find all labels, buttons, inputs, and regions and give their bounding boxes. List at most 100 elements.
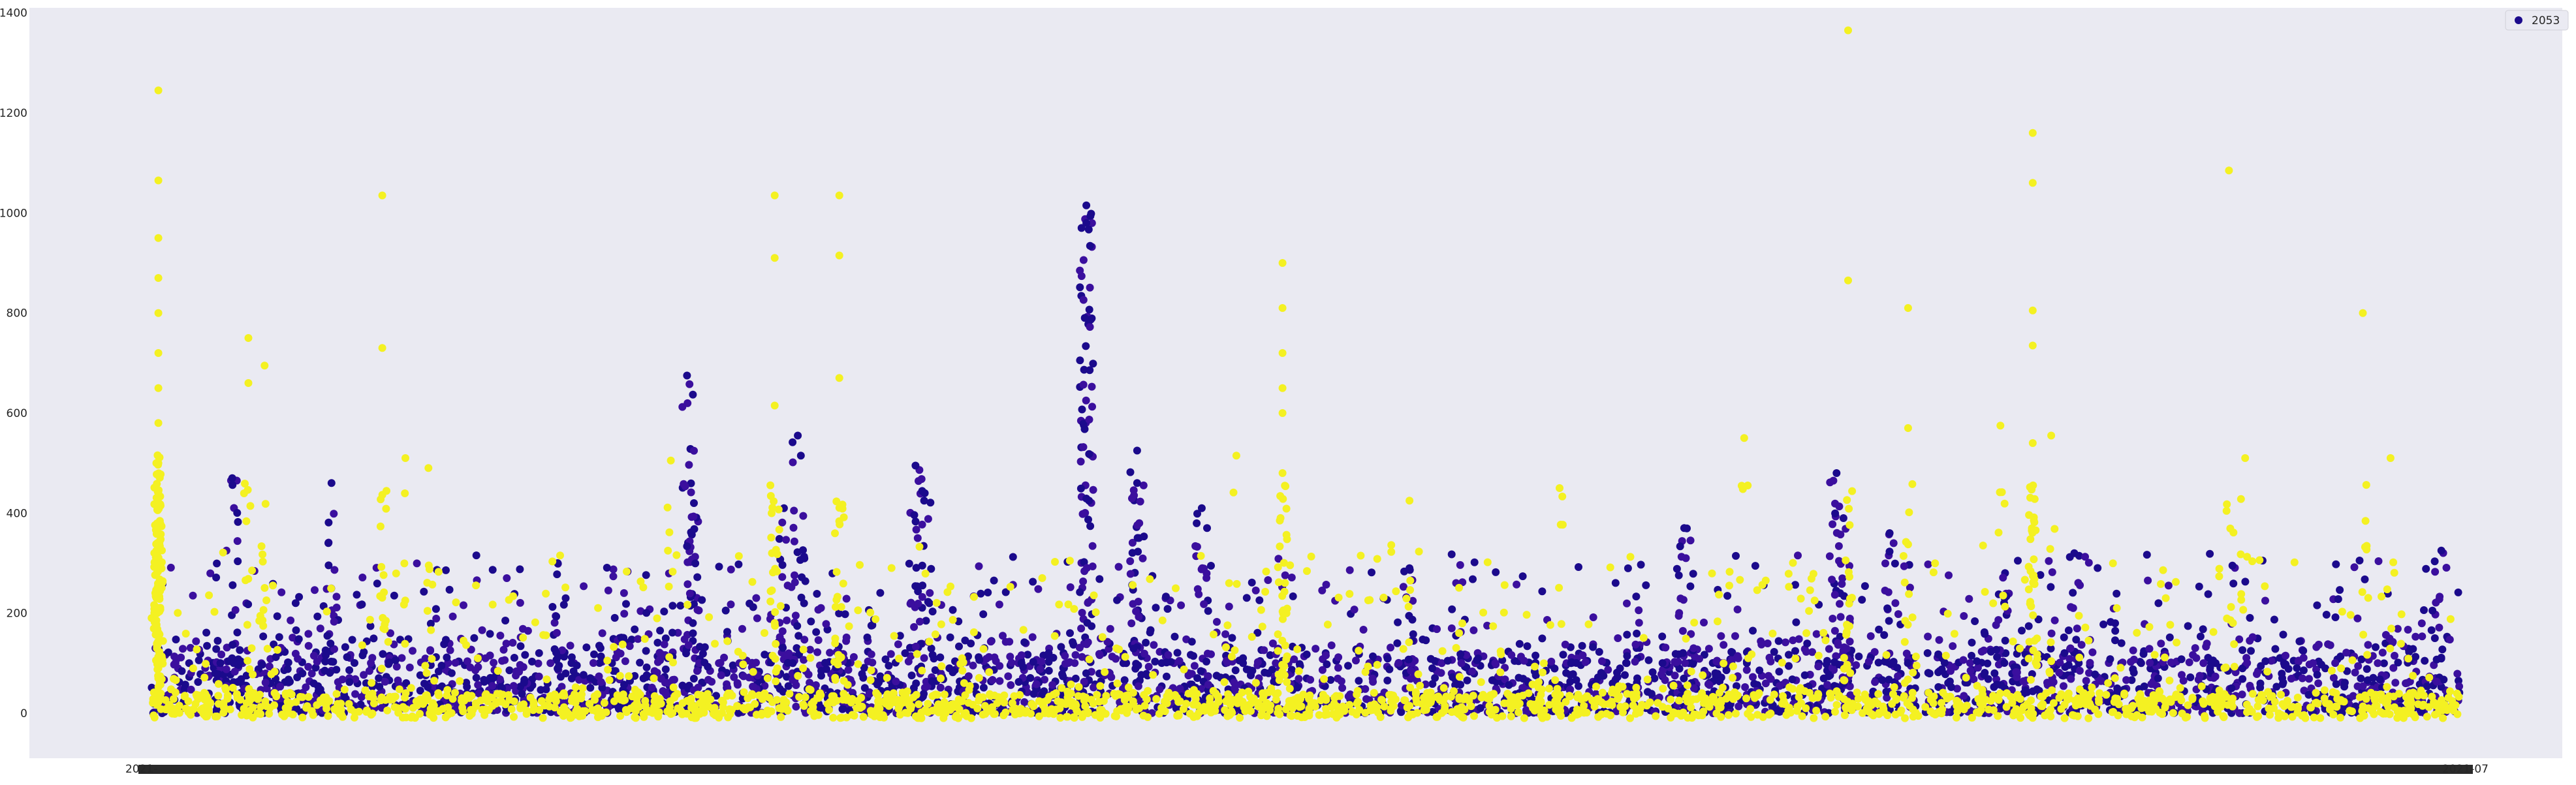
data-point: [524, 626, 532, 635]
data-point: [1102, 692, 1110, 700]
data-point: [1661, 643, 1670, 652]
data-point: [1231, 666, 1240, 675]
data-point: [1520, 714, 1528, 722]
data-point: [2144, 576, 2152, 585]
data-point: [617, 634, 625, 642]
data-point: [1193, 674, 1202, 683]
data-point: [1139, 481, 1148, 489]
data-point: [1993, 653, 2002, 661]
data-point: [1832, 529, 1841, 537]
data-point: [2331, 659, 2340, 668]
data-point: [2442, 564, 2451, 572]
data-point: [1182, 700, 1190, 708]
data-point: [178, 667, 186, 675]
data-point-peak: [1680, 524, 1688, 532]
data-point: [1565, 692, 1573, 700]
data-point: [1861, 690, 1869, 699]
data-point: [2084, 714, 2093, 722]
data-point: [1483, 621, 1492, 630]
data-point: [381, 677, 389, 686]
data-point: [1830, 626, 1839, 635]
data-point: [2422, 564, 2430, 573]
data-point: [2389, 638, 2397, 646]
data-point: [640, 713, 648, 721]
data-point: [292, 626, 300, 634]
data-point: [277, 588, 286, 596]
data-point: [495, 675, 504, 683]
data-point: [609, 572, 618, 581]
data-point: [1958, 704, 1967, 713]
data-point: [222, 665, 230, 673]
data-point: [1903, 699, 1911, 707]
data-point: [2246, 681, 2254, 690]
data-point: [1155, 685, 1164, 694]
data-point: [2314, 679, 2323, 688]
data-point: [1689, 684, 1698, 692]
data-point: [715, 659, 723, 668]
data-point: [924, 700, 932, 708]
data-point: [2343, 667, 2351, 675]
data-point: [392, 662, 401, 671]
data-point: [472, 551, 480, 560]
data-point: [1348, 707, 1357, 716]
data-point-peak: [1197, 504, 1206, 512]
data-point: [1428, 664, 1437, 673]
data-point: [1076, 484, 1085, 493]
data-point: [2439, 714, 2447, 722]
data-point: [800, 599, 808, 608]
data-point: [2075, 551, 2083, 560]
data-point: [304, 630, 313, 638]
data-point: [1834, 542, 1843, 550]
data-point: [920, 654, 928, 662]
data-point-peak: [1133, 479, 1141, 487]
data-point: [1854, 694, 1862, 703]
data-point: [2342, 649, 2351, 657]
data-point: [836, 714, 845, 722]
data-point: [2444, 694, 2453, 702]
data-point: [1151, 657, 1159, 666]
data-point: [2411, 632, 2420, 641]
data-point: [648, 683, 656, 692]
data-point: [2043, 681, 2052, 689]
data-point: [1810, 714, 1818, 722]
data-point: [2409, 645, 2417, 653]
data-point: [323, 632, 332, 640]
data-point: [1658, 632, 1667, 641]
data-point: [1066, 629, 1074, 638]
data-point: [2060, 649, 2069, 657]
data-point: [324, 518, 333, 527]
data-point: [1119, 659, 1127, 668]
data-point: [2085, 669, 2093, 677]
data-point: [1394, 618, 1402, 626]
data-point: [2270, 615, 2278, 624]
data-point: [283, 665, 292, 673]
data-point: [1700, 619, 1708, 626]
data-point: [586, 684, 595, 692]
data-point: [2287, 675, 2295, 683]
data-point: [316, 624, 324, 633]
data-point: [311, 664, 320, 672]
data-point: [2361, 575, 2369, 583]
data-point: [876, 672, 885, 681]
data-point: [2242, 700, 2251, 709]
data-point: [345, 666, 354, 674]
data-point-peak: [1832, 469, 1841, 477]
data-point: [1677, 711, 1686, 720]
data-point: [1893, 664, 1902, 672]
data-point: [1071, 659, 1079, 668]
data-point: [1992, 621, 2000, 629]
data-point: [358, 600, 366, 609]
data-point-peak: [1082, 219, 1091, 227]
data-point: [1448, 605, 1456, 613]
data-point: [2280, 659, 2288, 668]
data-point: [1828, 576, 1836, 584]
data-point: [1727, 648, 1736, 656]
data-point: [1468, 667, 1477, 675]
data-point: [1646, 698, 1654, 707]
data-point-peak: [794, 431, 802, 440]
data-point: [1017, 659, 1026, 667]
data-point: [1150, 641, 1158, 649]
data-point: [2340, 683, 2349, 691]
data-point: [1133, 534, 1142, 542]
data-point: [1531, 651, 1540, 660]
